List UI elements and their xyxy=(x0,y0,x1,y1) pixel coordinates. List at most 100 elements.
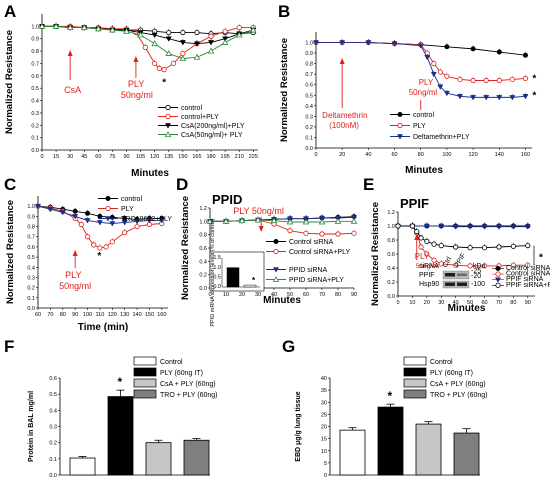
panel-c-series-2-point xyxy=(134,219,141,225)
panel-b-x-tick-label: 120 xyxy=(468,152,477,158)
panel-c-x-tick-label: 120 xyxy=(108,312,117,318)
panel-g-y-tick-label: 5 xyxy=(324,461,327,467)
panel-e-series-3-point xyxy=(481,245,488,251)
panel-e-blot-hsp90-band-ppif xyxy=(457,282,467,286)
panel-a-series-3-point xyxy=(250,26,257,33)
panel-g-bar xyxy=(453,432,480,476)
panel-d-legend-marker xyxy=(272,267,280,273)
panel-d-series-3-point xyxy=(238,217,246,224)
panel-b-x-tick-label: 0 xyxy=(314,152,317,158)
panel-b-legend-marker xyxy=(397,112,403,118)
panel-a-x-tick-label: 165 xyxy=(192,154,201,160)
panel-a-series-1-point xyxy=(170,60,177,67)
panel-c-series-2-point xyxy=(96,220,103,226)
panel-a-legend-label: control xyxy=(181,105,202,112)
panel-d-legend-marker xyxy=(273,239,279,245)
panel-c-x-tick-label: 110 xyxy=(96,312,105,318)
panel-e-x-tick-label: 0 xyxy=(396,300,399,306)
panel-e-y-tick-label: 1.2 xyxy=(387,210,395,216)
panel-a-series-3-point xyxy=(151,40,158,47)
panel-d-inset-y-tick-label: 1.0 xyxy=(213,265,221,271)
panel-e-series-1-point xyxy=(510,262,516,268)
panel-e-x-tick-label: 20 xyxy=(424,300,430,306)
panel-e-blot-marker: -20 xyxy=(471,273,481,280)
panel-e-series-3-point xyxy=(453,244,459,250)
panel-b-series-2-point xyxy=(496,95,503,101)
panel-d-series-2-point xyxy=(318,215,326,222)
panel-b-series-1-point xyxy=(483,77,489,84)
panel-e-x-tick-label: 40 xyxy=(453,300,459,306)
panel-b-letter: B xyxy=(278,2,290,21)
panel-d-title: PPID xyxy=(212,192,242,207)
panel-c-series-2-point xyxy=(121,220,128,226)
panel-e-series-1-point xyxy=(525,262,531,268)
panel-a-x-tick-label: 195 xyxy=(221,154,230,160)
panel-b-y-tick-label: 0.7 xyxy=(305,72,313,78)
panel-a-x-tick-label: 105 xyxy=(136,154,145,160)
panel-c-x-tick-label: 60 xyxy=(35,312,41,318)
panel-b-ply-dose-label: 50ng/ml xyxy=(409,88,438,97)
panel-a-x-tick-label: 150 xyxy=(178,154,187,160)
panel-e-legend-marker xyxy=(495,265,501,271)
panel-a-series-1-point xyxy=(236,24,242,31)
panel-a-ply-arrowhead xyxy=(133,56,139,62)
panel-c-y-tick-label: 0.1 xyxy=(27,296,35,302)
panel-a-asterisk: * xyxy=(162,78,166,89)
panel-e-y-tick-label: 0.2 xyxy=(387,280,395,286)
panel-e-series-2-point xyxy=(510,224,517,230)
panel-e-series-1-point xyxy=(438,261,444,267)
panel-a-y-tick-label: 0.6 xyxy=(31,74,39,80)
panel-d-x-axis-title: Minutes xyxy=(263,295,301,306)
panel-a-legend-label: CsA(50ng/ml)+ PLY xyxy=(181,132,243,139)
panel-e-series-2-point xyxy=(524,224,531,230)
panel-d-y-tick-label: 0.6 xyxy=(199,246,207,252)
panel-d-inset-y-tick-label: 1.5 xyxy=(213,255,221,261)
panel-e-x-tick-label: 30 xyxy=(438,300,444,306)
panel-d-y-tick-label: 0.4 xyxy=(199,259,207,265)
panel-a-series-3-point xyxy=(123,27,130,34)
panel-a-y-tick-label: 0.8 xyxy=(31,49,39,55)
panel-c-series-1-point xyxy=(122,230,128,236)
panel-a-x-tick-label: 90 xyxy=(123,154,129,160)
panel-g-asterisk: * xyxy=(388,389,393,403)
panel-e-series-3-point xyxy=(510,243,516,249)
panel-g-y-tick-label: 0 xyxy=(324,473,327,479)
panel-a-series-3-line xyxy=(42,25,254,59)
panel-c-y-tick-label: 0.6 xyxy=(27,245,35,251)
panel-b-x-tick-label: 60 xyxy=(391,152,397,158)
panel-b-series-0-point xyxy=(470,46,476,52)
panel-c-series-2-point xyxy=(34,203,42,210)
panel-b-series-1-point xyxy=(457,76,463,83)
panel-a-y-tick-label: 0.9 xyxy=(31,37,39,43)
panel-c-series-2-point xyxy=(84,218,91,224)
panel-f-y-tick-label: 0.1 xyxy=(49,457,57,463)
panel-c-ply-label: PLY xyxy=(65,270,81,280)
panel-f-legend-label: PLY (60ng IT) xyxy=(160,370,203,377)
panel-b-series-0-point xyxy=(496,49,502,55)
panel-f-legend-label: CsA + PLY (60ng) xyxy=(160,381,216,388)
panel-a-legend-marker xyxy=(165,104,171,111)
panel-g-legend-label: CsA + PLY (60ng) xyxy=(430,381,486,388)
panel-c-series-2-point xyxy=(59,210,66,216)
panel-a-series-3-point xyxy=(80,24,88,31)
panel-e-legend-label: PPIF siRNA xyxy=(506,276,544,283)
panel-c-legend-label: TRO19622+PLY xyxy=(121,216,172,223)
panel-g-y-tick-label: 35 xyxy=(321,388,327,394)
panel-a-legend-marker xyxy=(164,123,172,129)
panel-a-legend-label: control+PLY xyxy=(181,114,219,121)
panel-e-y-tick-label: 0.0 xyxy=(387,294,395,300)
panel-f-bar xyxy=(107,396,134,476)
panel-a-x-tick-label: 225 xyxy=(249,154,258,160)
panel-b-series-0-point xyxy=(522,52,528,58)
panel-e-series-2-point xyxy=(495,224,502,230)
panel-d-y-tick-label: 1.2 xyxy=(199,206,207,212)
panel-f-legend-swatch xyxy=(133,356,157,366)
panel-f-y-tick-label: 0.4 xyxy=(49,408,57,414)
panel-g-y-tick-label: 30 xyxy=(321,400,327,406)
panel-e-series-3-point xyxy=(414,229,420,235)
panel-b-y-tick-label: 0.3 xyxy=(305,114,313,120)
panel-f-legend-label: TRO + PLY (60ng) xyxy=(160,392,218,399)
panel-c-y-tick-label: 0.0 xyxy=(27,306,35,312)
panel-e-series-1-point xyxy=(418,244,424,250)
panel-a-series-2-point xyxy=(165,36,172,42)
